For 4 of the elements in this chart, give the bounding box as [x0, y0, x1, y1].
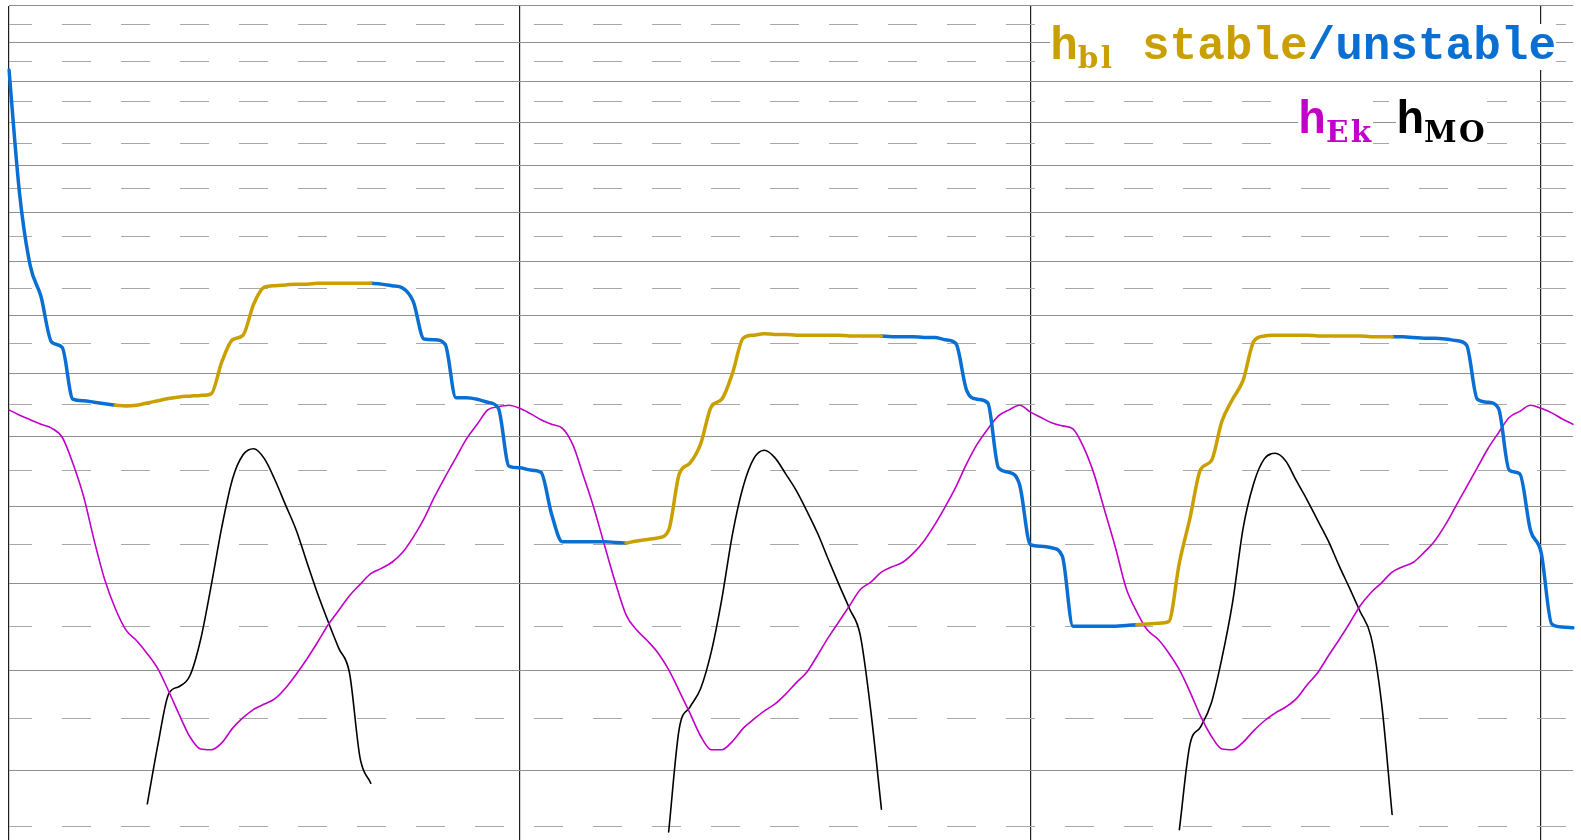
text: /unstable	[1307, 21, 1556, 73]
text: h$_{bl}$ stable	[1050, 21, 1308, 76]
text: h$_{Ek}$	[1298, 95, 1374, 150]
text: h$_{MO}$	[1396, 95, 1487, 150]
